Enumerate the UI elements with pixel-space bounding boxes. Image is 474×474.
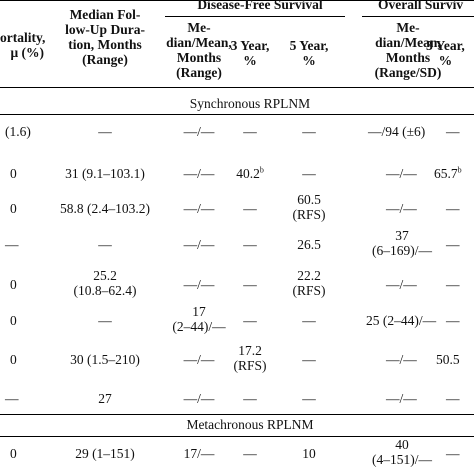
header-os-3year: 3 Year, % <box>426 38 465 68</box>
row4-os-3year: — <box>446 237 460 252</box>
header-dfs-5year: 5 Year, % <box>289 38 329 68</box>
row8-dfs-3year: — <box>243 391 257 406</box>
row9-os-3year: — <box>446 446 460 461</box>
row8-mortality: — <box>5 391 19 406</box>
dfs-group-rule <box>165 16 345 17</box>
row6-os-median: 25 (2–44)/— <box>366 313 437 328</box>
row3-mortality: 0 <box>10 201 17 216</box>
row2-os-3year: 65.7b <box>434 166 462 181</box>
row3-dfs-median: —/— <box>183 201 215 216</box>
row1-dfs-5year: — <box>302 124 316 139</box>
row2-dfs-3year: 40.2b <box>222 166 278 181</box>
header-dfs-3year: 3 Year, % <box>230 38 270 68</box>
row9-dfs-3year: — <box>243 446 257 461</box>
row9-dfs-median: 17/— <box>183 446 215 461</box>
row8-os-3year: — <box>446 391 460 406</box>
header-os-group: Overall Surviv <box>378 0 464 12</box>
row6-followup: — <box>98 313 112 328</box>
row2-dfs-median: —/— <box>183 166 215 181</box>
row7-followup: 30 (1.5–210) <box>70 352 140 367</box>
row9-os-median: 40 (4–151)/— <box>372 437 432 467</box>
row5-mortality: 0 <box>10 277 17 292</box>
header-dfs-median: Me- dian/Mean, Months (Range) <box>166 20 232 80</box>
row4-followup: — <box>98 237 112 252</box>
row4-dfs-3year: — <box>243 237 257 252</box>
row2-mortality: 0 <box>10 166 17 181</box>
row7-dfs-5year: — <box>302 352 316 367</box>
row8-dfs-5year: — <box>302 391 316 406</box>
row1-mortality: (1.6) <box>5 124 31 139</box>
row4-mortality: — <box>5 237 19 252</box>
header-mortality: ortality, μ (%) <box>0 30 46 60</box>
row8-followup: 27 <box>98 391 112 406</box>
row9-mortality: 0 <box>10 446 17 461</box>
row2-followup: 31 (9.1–103.1) <box>65 166 145 181</box>
row9-followup: 29 (1–151) <box>75 446 135 461</box>
row5-os-3year: — <box>446 277 460 292</box>
row6-os-3year: — <box>446 313 460 328</box>
row6-dfs-3year: — <box>243 313 257 328</box>
row7-mortality: 0 <box>10 352 17 367</box>
section-synchronous: Synchronous RPLNM <box>189 96 311 111</box>
row6-mortality: 0 <box>10 313 17 328</box>
row6-dfs-5year: — <box>302 313 316 328</box>
row1-followup: — <box>98 124 112 139</box>
row3-followup: 58.8 (2.4–103.2) <box>60 201 150 216</box>
row5-dfs-3year: — <box>243 277 257 292</box>
row2-dfs-5year: — <box>302 166 316 181</box>
row1-os-3year: — <box>446 124 460 139</box>
row8-dfs-median: —/— <box>183 391 215 406</box>
row2-os-median: —/— <box>386 166 417 181</box>
row6-dfs-median: 17 (2–44)/— <box>172 304 226 334</box>
row2-dfs-3year-value: 40.2 <box>236 166 260 181</box>
row4-os-median: 37 (6–169)/— <box>372 228 432 258</box>
os-group-rule <box>362 16 474 17</box>
row5-os-median: —/— <box>386 277 417 292</box>
top-rule <box>0 0 474 1</box>
section-metachronous-rule <box>0 436 474 437</box>
row4-dfs-5year: 26.5 <box>297 237 321 252</box>
row2-dfs-3year-footnote: b <box>259 165 264 175</box>
row7-dfs-median: —/— <box>183 352 215 367</box>
row1-dfs-3year: — <box>243 124 257 139</box>
section-metachronous-top-rule <box>0 414 474 415</box>
row3-dfs-5year: 60.5 (RFS) <box>292 192 326 222</box>
header-dfs-group: Disease-Free Survival <box>197 0 323 12</box>
header-followup: Median Fol- low-Up Dura- tion, Months (R… <box>65 7 145 67</box>
row5-dfs-median: —/— <box>183 277 215 292</box>
row1-dfs-median: —/— <box>183 124 215 139</box>
header-os-median: Me- dian/Mean, Months (Range/SD) <box>374 20 442 80</box>
row9-dfs-5year: 10 <box>302 446 316 461</box>
section-metachronous: Metachronous RPLNM <box>186 417 314 432</box>
row2-os-3year-value: 65.7 <box>434 166 458 181</box>
row7-os-3year: 50.5 <box>436 352 460 367</box>
row2-os-3year-footnote: b <box>457 165 462 175</box>
row7-os-median: —/— <box>386 352 417 367</box>
row1-os-median: —/94 (±6) <box>368 124 426 139</box>
row5-followup: 25.2 (10.8–62.4) <box>73 268 137 298</box>
row3-os-3year: — <box>446 201 460 216</box>
row3-os-median: —/— <box>386 201 417 216</box>
row8-os-median: —/— <box>386 391 417 406</box>
row4-dfs-median: —/— <box>183 237 215 252</box>
row5-dfs-5year: 22.2 (RFS) <box>292 268 326 298</box>
row3-dfs-3year: — <box>243 201 257 216</box>
header-rule <box>0 87 474 88</box>
section-synchronous-rule <box>0 114 474 115</box>
row7-dfs-3year: 17.2 (RFS) <box>233 343 267 373</box>
